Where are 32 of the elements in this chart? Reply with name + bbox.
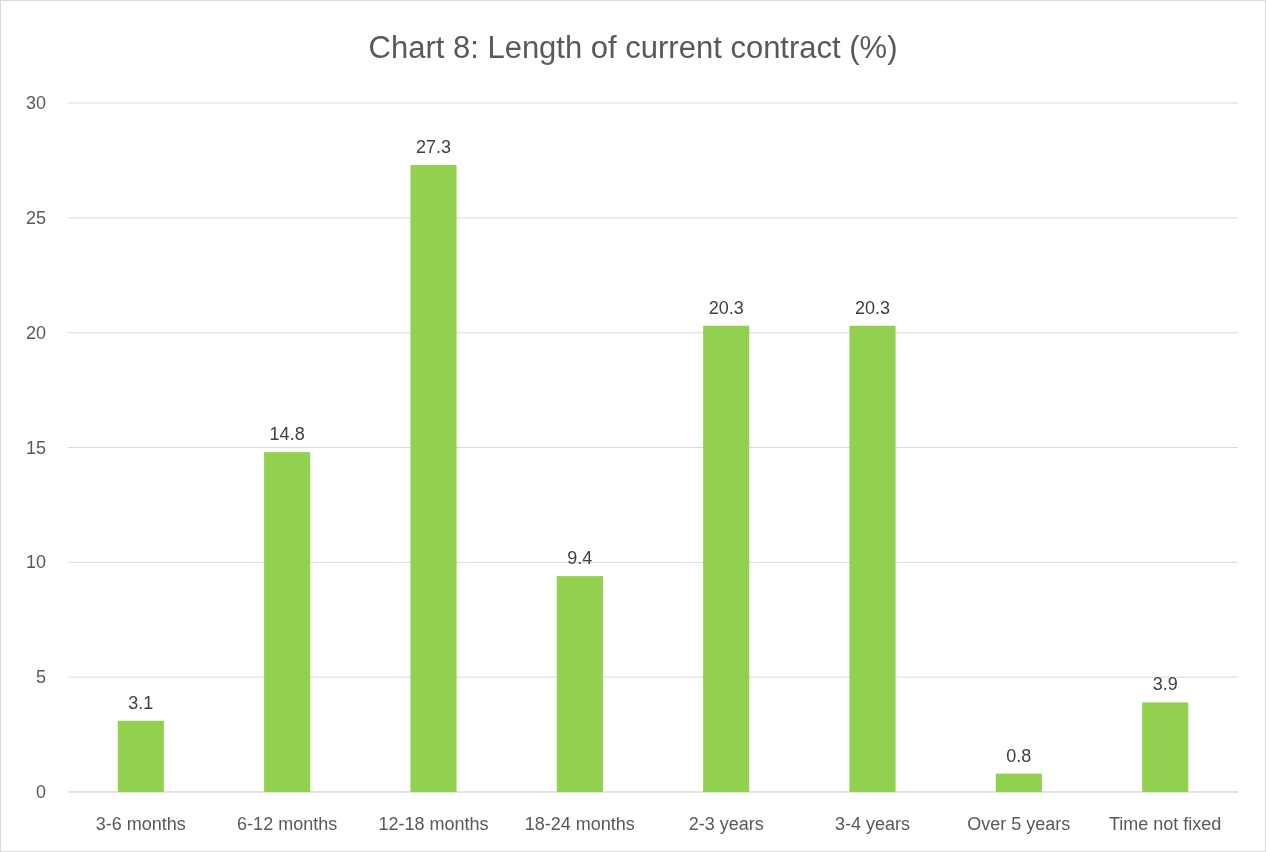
data-label: 20.3 (854, 297, 891, 318)
bar (849, 325, 896, 792)
data-label: 3.9 (1152, 674, 1178, 695)
y-tick-label: 25 (25, 207, 46, 228)
y-tick-label: 15 (25, 437, 46, 458)
x-tick-label: Over 5 years (967, 814, 1071, 834)
x-tick-label: 3-6 months (95, 814, 186, 834)
data-label: 14.8 (269, 424, 305, 445)
x-tick-label: 12-18 months (378, 814, 489, 834)
bar (410, 165, 457, 792)
data-label: 27.3 (415, 137, 452, 158)
bar (995, 773, 1042, 792)
bar (703, 325, 750, 792)
data-label: 20.3 (708, 297, 744, 318)
y-tick-label: 0 (35, 782, 46, 802)
data-label: 0.8 (1006, 745, 1032, 766)
x-tick-label: 3-4 years (834, 814, 911, 834)
chart-title: Chart 8: Length of current contract (%) (368, 30, 898, 65)
x-tick-label: 18-24 months (524, 814, 635, 834)
bar (117, 720, 164, 792)
x-tick-label: 2-3 years (688, 814, 764, 834)
y-tick-label: 20 (25, 322, 46, 343)
y-tick-label: 10 (25, 552, 46, 573)
x-tick-label: Time not fixed (1109, 814, 1222, 834)
y-tick-label: 30 (25, 93, 46, 113)
x-tick-label: 6-12 months (237, 814, 338, 834)
bar (264, 452, 311, 792)
bar (556, 576, 603, 792)
data-label: 3.1 (128, 692, 154, 713)
y-tick-label: 5 (35, 667, 46, 688)
data-label: 9.4 (567, 548, 593, 569)
bar (1142, 702, 1189, 792)
